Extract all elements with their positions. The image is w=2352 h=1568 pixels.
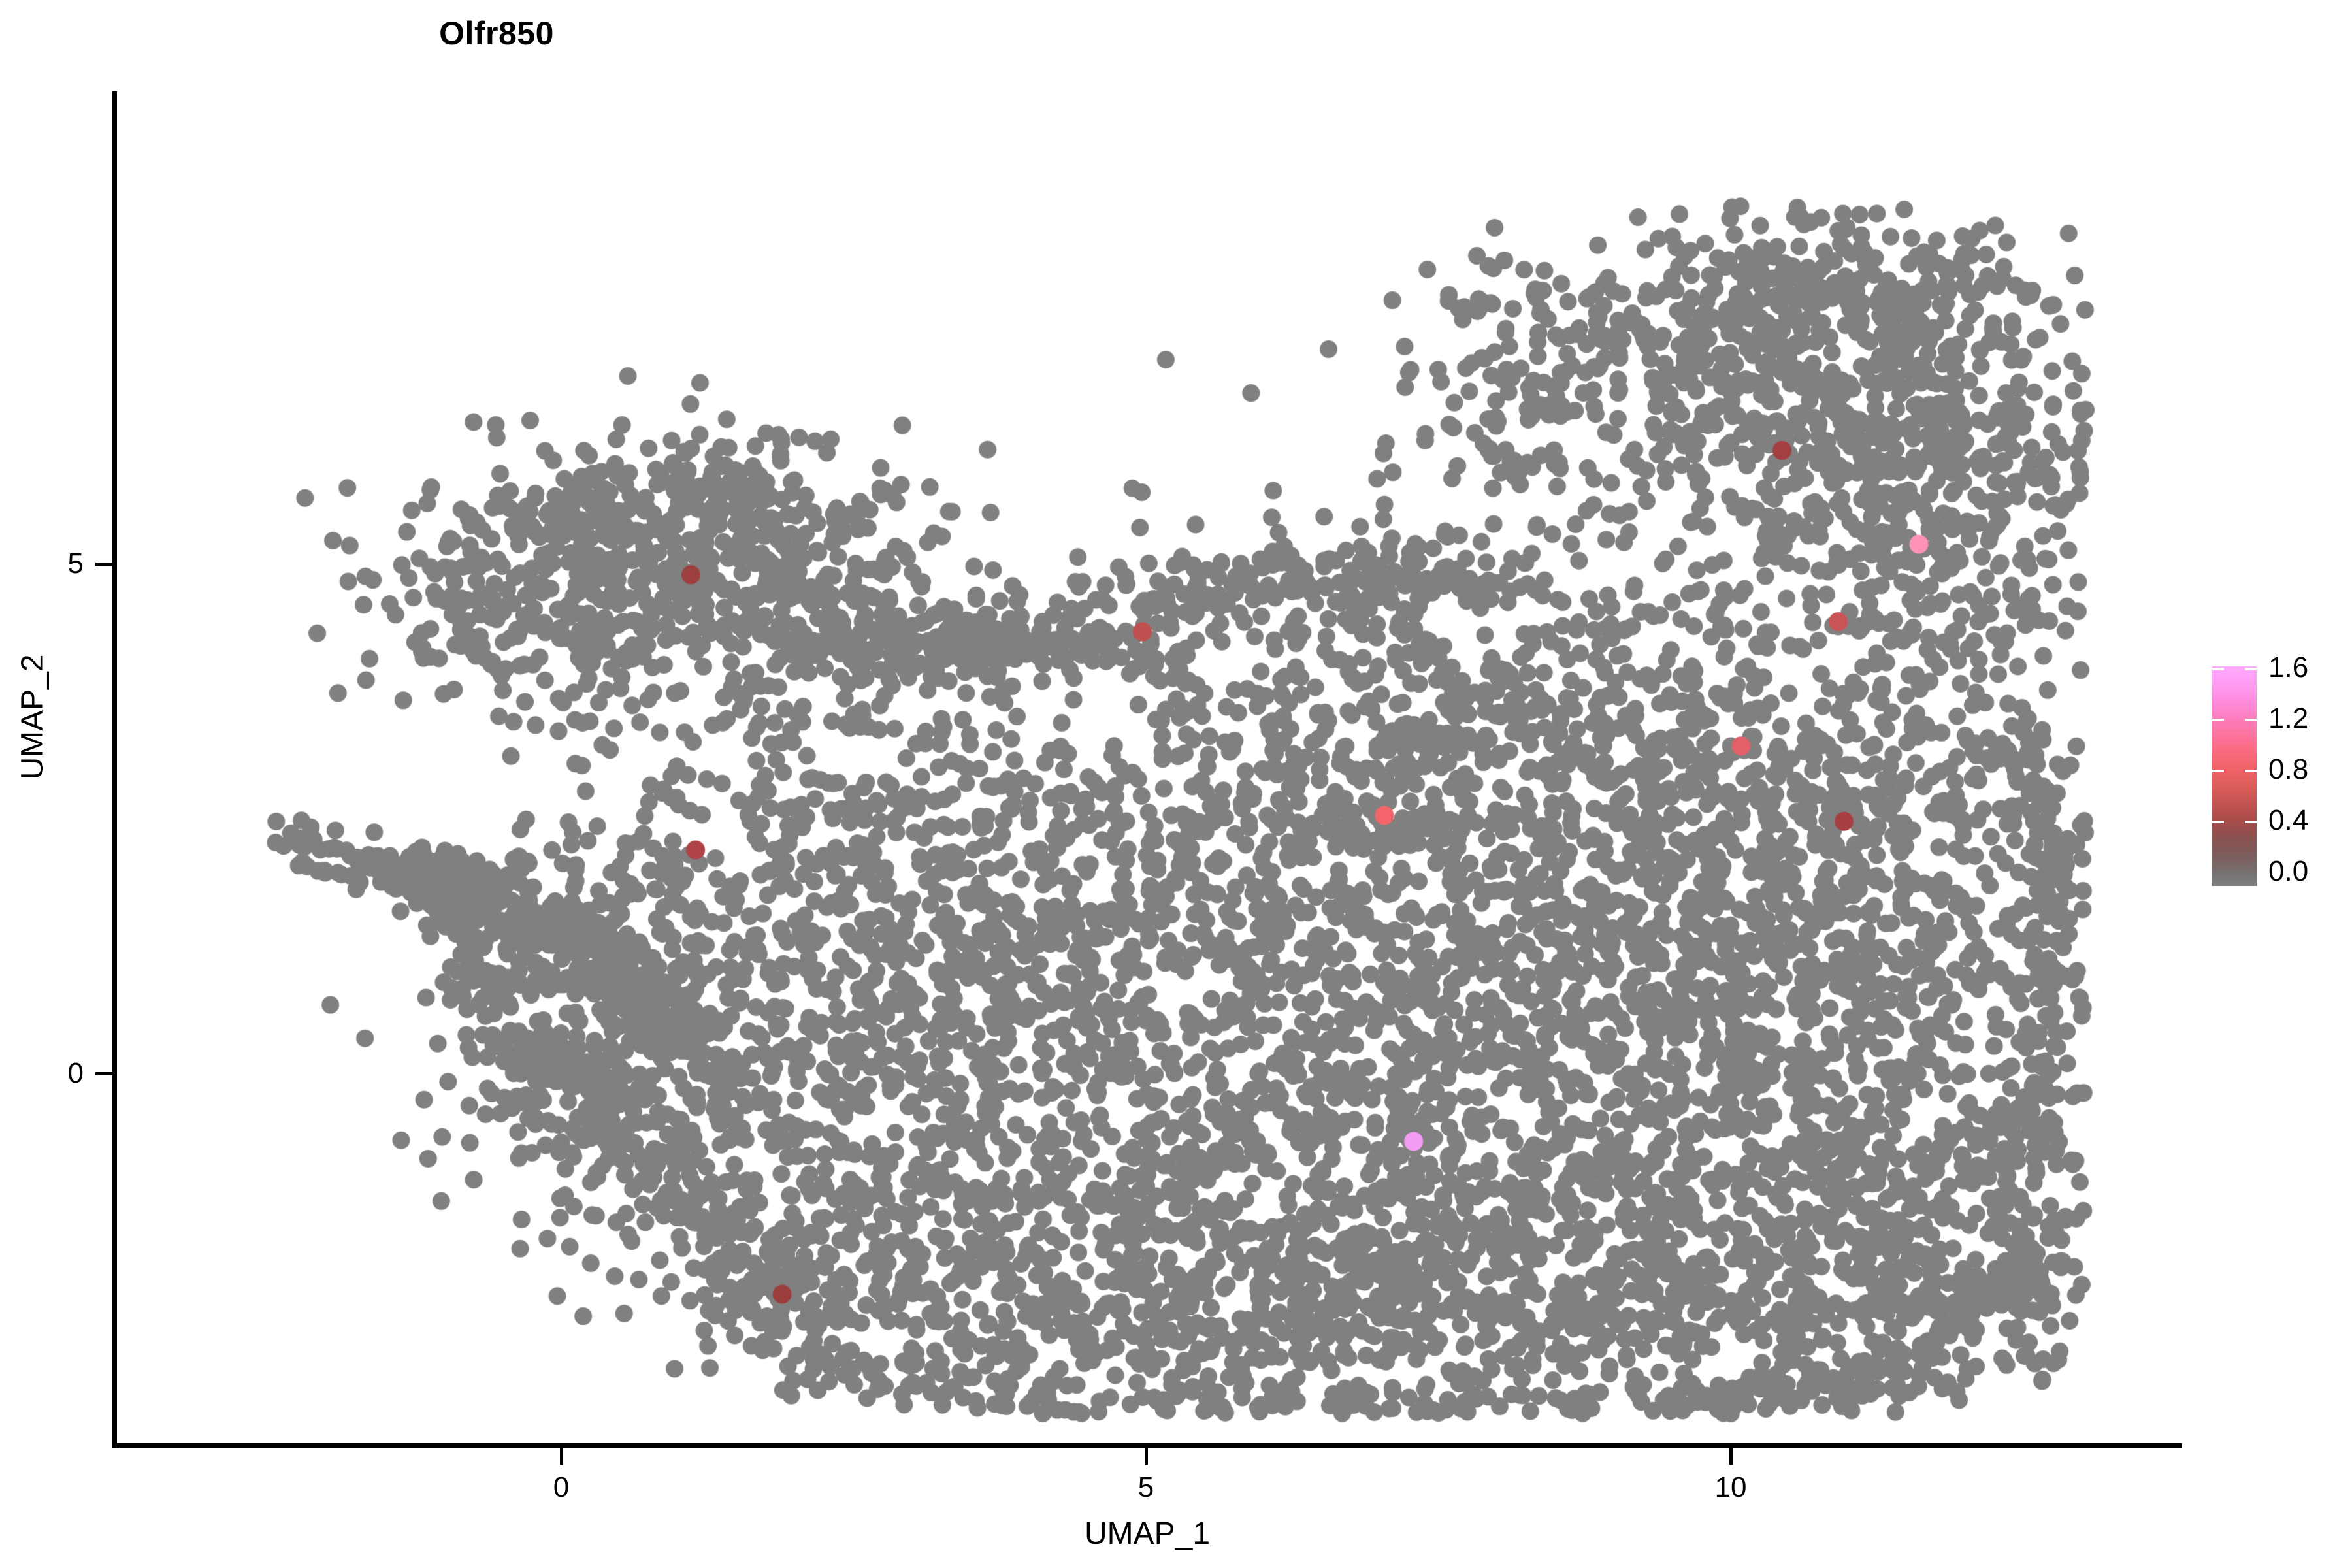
y-tick-mark-0 xyxy=(95,1072,112,1075)
colorbar-gradient xyxy=(2212,666,2257,886)
colorbar-label-0.0: 0.0 xyxy=(2268,855,2309,887)
colorbar-tick-0.4r xyxy=(2245,821,2257,823)
colorbar-tick-0.8r xyxy=(2245,770,2257,772)
x-tick-label-5: 5 xyxy=(1137,1471,1154,1503)
plot-panel xyxy=(115,91,2182,1445)
y-tick-label-0: 0 xyxy=(67,1057,84,1089)
x-tick-mark-5 xyxy=(1145,1448,1148,1465)
colorbar-label-1.6: 1.6 xyxy=(2268,651,2309,683)
colorbar-tick-1.6r xyxy=(2245,668,2257,670)
colorbar-legend: 1.6 1.2 0.8 0.4 0.0 xyxy=(2212,653,2336,889)
y-tick-mark-5 xyxy=(95,563,112,566)
x-tick-label-0: 0 xyxy=(553,1471,570,1503)
colorbar-tick-1.2 xyxy=(2212,719,2224,721)
colorbar-tick-1.2r xyxy=(2245,719,2257,721)
colorbar-label-0.8: 0.8 xyxy=(2268,753,2309,785)
x-axis-title: UMAP_1 xyxy=(1084,1516,1211,1551)
x-axis-line xyxy=(112,1443,2182,1448)
page-title: Olfr850 xyxy=(439,15,554,52)
colorbar-tick-1.6 xyxy=(2212,668,2224,670)
scatter-plot-canvas xyxy=(115,91,2182,1445)
colorbar-tick-0.8 xyxy=(2212,770,2224,772)
x-tick-label-10: 10 xyxy=(1714,1471,1747,1503)
y-axis-line xyxy=(112,91,117,1448)
x-tick-mark-10 xyxy=(1729,1448,1733,1465)
colorbar-tick-0.4 xyxy=(2212,821,2224,823)
colorbar-label-0.4: 0.4 xyxy=(2268,804,2309,836)
y-tick-label-5: 5 xyxy=(67,547,84,580)
colorbar-label-1.2: 1.2 xyxy=(2268,702,2309,734)
y-axis-title: UMAP_2 xyxy=(15,654,50,780)
x-tick-mark-0 xyxy=(560,1448,563,1465)
